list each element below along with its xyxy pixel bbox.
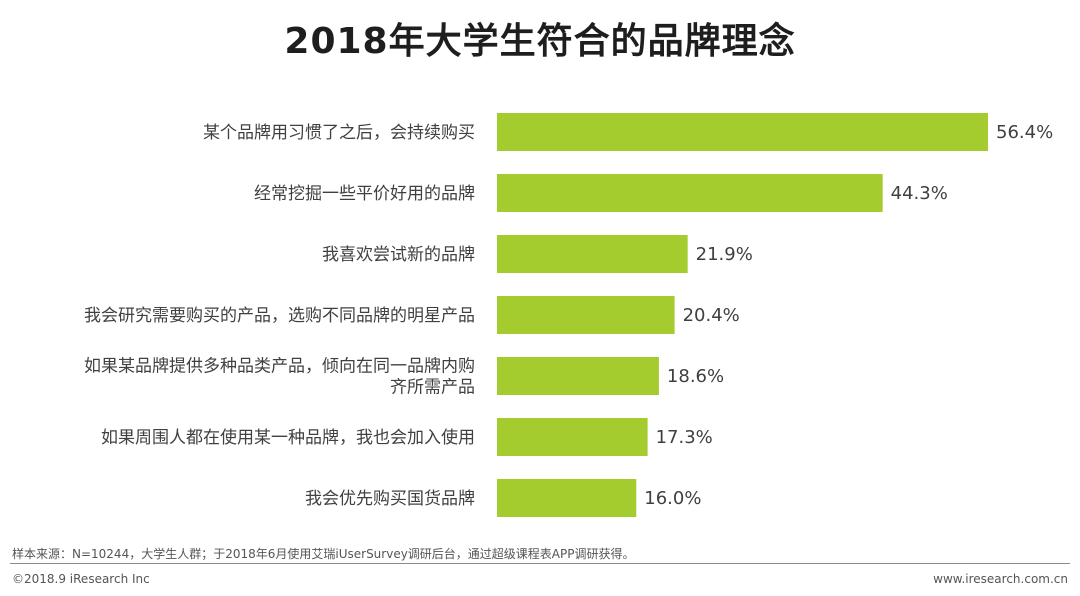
category-label: 如果某品牌提供多种品类产品，倾向在同一品牌内购齐所需产品 xyxy=(84,357,475,398)
bar xyxy=(497,296,675,334)
value-label: 20.4% xyxy=(683,305,740,326)
value-label: 17.3% xyxy=(656,427,713,448)
bar xyxy=(497,235,688,273)
value-label: 56.4% xyxy=(996,122,1053,143)
bar xyxy=(497,479,637,517)
category-label: 我喜欢尝试新的品牌 xyxy=(322,245,475,265)
bar xyxy=(497,357,659,395)
value-label: 44.3% xyxy=(891,183,948,204)
category-label: 经常挖掘一些平价好用的品牌 xyxy=(254,184,475,204)
value-label: 16.0% xyxy=(644,488,701,509)
bar xyxy=(497,113,988,151)
category-label: 如果周围人都在使用某一种品牌，我也会加入使用 xyxy=(101,427,475,448)
bar xyxy=(497,174,883,212)
category-label: 我会研究需要购买的产品，选购不同品牌的明星产品 xyxy=(84,306,475,326)
source-note: 样本来源：N=10244，大学生人群；于2018年6月使用艾瑞iUserSurv… xyxy=(12,547,635,561)
bar xyxy=(497,418,648,456)
copyright: ©2018.9 iResearch Inc xyxy=(12,572,150,586)
value-label: 18.6% xyxy=(667,366,724,387)
bar-chart: 某个品牌用习惯了之后，会持续购买 56.4% 经常挖掘一些平价好用的品牌 44.3% 我… xyxy=(84,113,1053,517)
value-label: 21.9% xyxy=(696,244,753,265)
category-label: 某个品牌用习惯了之后，会持续购买 xyxy=(203,123,475,143)
website: www.iresearch.com.cn xyxy=(933,572,1068,586)
footer-divider xyxy=(10,563,1070,564)
chart-title: 2018年大学生符合的品牌理念 xyxy=(284,21,796,62)
category-label: 我会优先购买国货品牌 xyxy=(305,489,475,509)
